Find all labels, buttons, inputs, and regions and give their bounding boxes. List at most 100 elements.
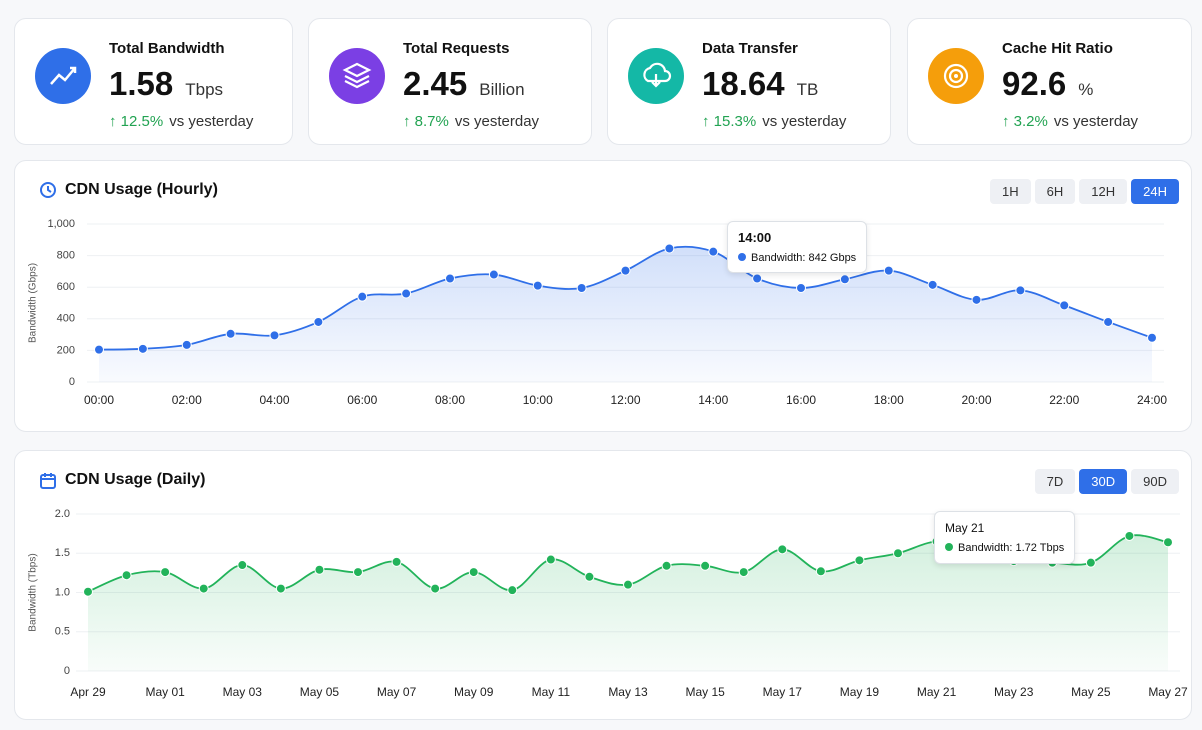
card-title: Total Requests bbox=[403, 40, 510, 57]
card-value-row: 2.45 Billion bbox=[403, 65, 525, 103]
y-tick-label: 200 bbox=[57, 344, 75, 356]
point bbox=[777, 544, 788, 555]
panel-title: CDN Usage (Hourly) bbox=[65, 181, 218, 198]
range-button[interactable]: 6H bbox=[1034, 179, 1076, 204]
x-tick-label: May 19 bbox=[840, 685, 880, 699]
point bbox=[445, 273, 455, 284]
x-tick-label: Apr 29 bbox=[70, 685, 106, 699]
tooltip-text: Bandwidth: 842 Gbps bbox=[738, 252, 856, 264]
point bbox=[357, 291, 368, 302]
icon-glyph bbox=[50, 66, 77, 85]
card-icon bbox=[928, 48, 984, 104]
range-buttons: 1H 6H 12H 24H bbox=[990, 179, 1179, 204]
x-tick-label: 00:00 bbox=[84, 393, 114, 407]
y-tick-label: 1.0 bbox=[55, 586, 70, 598]
tooltip-title: 14:00 bbox=[738, 230, 772, 245]
range-button[interactable]: 24H bbox=[1131, 179, 1179, 204]
card-icon bbox=[628, 48, 684, 104]
y-tick-label: 1.5 bbox=[55, 547, 70, 559]
area bbox=[88, 535, 1168, 671]
card-change: ↑ 12.5% bbox=[109, 113, 164, 130]
card-value-row: 92.6% bbox=[1002, 65, 1093, 103]
card-note: vs yesterday bbox=[169, 113, 254, 130]
point bbox=[796, 282, 806, 293]
point bbox=[1103, 316, 1114, 327]
point bbox=[620, 265, 631, 276]
point bbox=[275, 583, 286, 594]
x-tick-label: May 03 bbox=[223, 685, 263, 699]
point bbox=[488, 269, 499, 280]
card-unit: % bbox=[1078, 80, 1094, 99]
point bbox=[1059, 300, 1070, 311]
x-tick-label: 18:00 bbox=[874, 393, 904, 407]
range-button[interactable]: 12H bbox=[1079, 179, 1128, 204]
point bbox=[752, 273, 763, 284]
y-tick-label: 400 bbox=[57, 313, 75, 325]
x-tick-label: 22:00 bbox=[1049, 393, 1079, 407]
card-icon bbox=[329, 48, 385, 104]
card-value: 92.6 bbox=[1002, 65, 1067, 102]
point bbox=[237, 560, 248, 571]
range-buttons: 7D 30D 90D bbox=[1034, 469, 1179, 494]
point bbox=[839, 274, 850, 285]
x-tick-label: 08:00 bbox=[435, 393, 465, 407]
card-icon bbox=[35, 48, 91, 104]
point bbox=[430, 583, 441, 594]
y-tick-label: 0 bbox=[64, 665, 70, 677]
x-tick-label: May 21 bbox=[917, 685, 957, 699]
calendar-icon bbox=[40, 473, 56, 489]
point bbox=[401, 288, 412, 299]
y-tick-label: 0 bbox=[69, 376, 75, 388]
card-note: vs yesterday bbox=[762, 113, 847, 130]
x-tick-label: 24:00 bbox=[1137, 393, 1167, 407]
y-axis-label: Bandwidth (Gbps) bbox=[28, 263, 39, 343]
point bbox=[700, 560, 711, 571]
card-change-row: ↑ 8.7% vs yesterday bbox=[403, 113, 539, 130]
x-tick-label: 10:00 bbox=[523, 393, 553, 407]
x-tick-label: May 25 bbox=[1071, 685, 1111, 699]
card-unit: Billion bbox=[479, 80, 525, 99]
card-value: 1.58 bbox=[109, 65, 174, 102]
card-change: ↑ 3.2% bbox=[1002, 113, 1048, 130]
x-tick-label: May 07 bbox=[377, 685, 417, 699]
point bbox=[137, 343, 148, 354]
y-tick-label: 800 bbox=[57, 250, 75, 262]
point bbox=[738, 567, 749, 578]
card-change-row: ↑ 12.5% vs yesterday bbox=[109, 113, 253, 130]
icon-glyph bbox=[643, 62, 672, 88]
card-note: vs yesterday bbox=[454, 113, 540, 130]
card-title: Cache Hit Ratio bbox=[1002, 40, 1113, 57]
x-tick-label: 16:00 bbox=[786, 393, 816, 407]
range-button[interactable]: 1H bbox=[990, 179, 1031, 204]
point bbox=[160, 567, 171, 578]
x-tick-label: May 11 bbox=[532, 685, 571, 699]
y-tick-label: 1,000 bbox=[47, 218, 75, 230]
card-value-row: 18.64 TB bbox=[702, 65, 818, 103]
tooltip-text: Bandwidth: 1.72 Tbps bbox=[945, 542, 1064, 554]
clock-icon bbox=[40, 182, 56, 198]
point bbox=[507, 585, 518, 596]
y-axis-label: Bandwidth (Tbps) bbox=[28, 553, 39, 631]
x-tick-label: May 27 bbox=[1148, 685, 1188, 699]
point bbox=[815, 566, 826, 577]
point bbox=[854, 555, 865, 566]
card-value-row: 1.58 Tbps bbox=[109, 65, 223, 103]
point bbox=[121, 570, 132, 581]
range-button[interactable]: 7D bbox=[1034, 469, 1076, 494]
stat-card: Total Requests 2.45 Billion ↑ 8.7% vs yester… bbox=[308, 18, 592, 145]
range-button[interactable]: 90D bbox=[1131, 469, 1179, 494]
x-tick-label: 12:00 bbox=[610, 393, 640, 407]
point bbox=[198, 583, 209, 594]
point bbox=[1015, 285, 1026, 296]
x-tick-label: May 05 bbox=[300, 685, 340, 699]
point bbox=[225, 328, 236, 339]
card-change-row: ↑ 3.2% vs yesterday bbox=[1002, 113, 1138, 130]
y-tick-label: 0.5 bbox=[55, 626, 70, 638]
point bbox=[353, 567, 363, 578]
range-button[interactable]: 30D bbox=[1079, 469, 1128, 494]
tooltip-title: May 21 bbox=[945, 521, 985, 535]
y-tick-label: 600 bbox=[57, 281, 75, 293]
tooltip: May 21 Bandwidth: 1.72 Tbps bbox=[934, 511, 1076, 564]
icon-glyph bbox=[943, 63, 969, 89]
